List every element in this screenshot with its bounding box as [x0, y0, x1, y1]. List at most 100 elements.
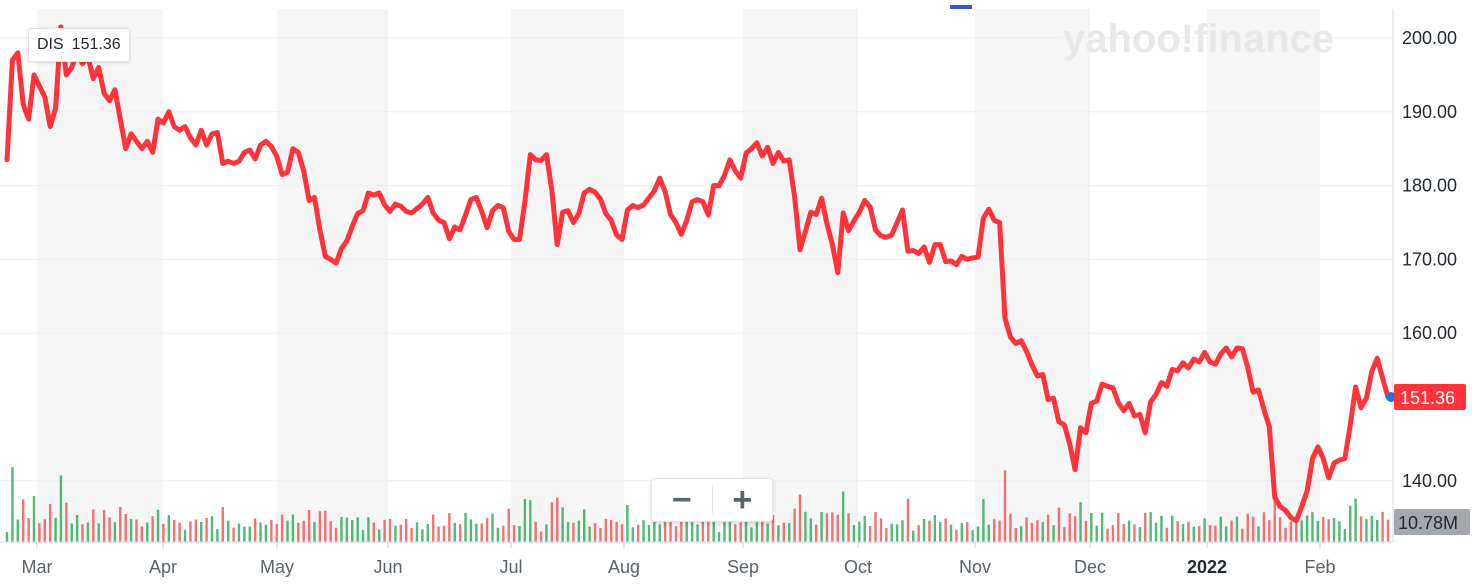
volume-bar	[453, 522, 456, 542]
x-tick-label: Nov	[959, 557, 991, 577]
zoom-out-button[interactable]: −	[671, 481, 692, 519]
volume-bar	[1187, 521, 1190, 542]
volume-bar	[1192, 526, 1196, 542]
volume-bar	[135, 519, 138, 542]
volume-bar	[1338, 521, 1341, 542]
volume-bar	[189, 521, 192, 542]
volume-bar	[599, 527, 602, 542]
volume-bar	[685, 514, 688, 542]
volume-bar	[1381, 511, 1384, 542]
volume-bar	[620, 524, 624, 542]
volume-bar	[879, 518, 883, 542]
volume-bar	[65, 502, 68, 542]
volume-bar	[1030, 522, 1034, 542]
volume-bar	[750, 527, 753, 542]
volume-bar	[485, 518, 489, 542]
volume-bar	[345, 517, 349, 542]
volume-bar	[81, 524, 84, 542]
volume-bar	[210, 516, 214, 542]
volume-bar	[437, 526, 440, 542]
volume-bar	[895, 524, 899, 542]
volume-bar	[1332, 518, 1336, 542]
volume-bar	[1144, 512, 1147, 542]
volume-bar	[1295, 520, 1298, 542]
volume-bar	[545, 524, 548, 542]
volume-bar	[734, 524, 737, 542]
volume-bar	[831, 512, 834, 542]
volume-bar	[1257, 526, 1260, 542]
volume-bar	[194, 519, 198, 542]
volume-bar	[16, 519, 19, 542]
volume-bar	[1100, 512, 1104, 542]
volume-bar	[113, 522, 117, 542]
volume-badge: 10.78M	[1394, 509, 1470, 535]
volume-bar	[92, 509, 95, 542]
volume-bar	[609, 519, 613, 542]
volume-bar	[825, 513, 829, 542]
volume-bar	[1025, 517, 1028, 542]
volume-bar	[243, 526, 246, 542]
volume-bar	[1122, 524, 1125, 542]
zoom-in-button[interactable]: +	[732, 481, 753, 519]
volume-bar	[32, 496, 36, 542]
volume-bar	[399, 524, 403, 542]
volume-bar	[1214, 525, 1217, 542]
volume-bar	[809, 518, 812, 542]
volume-bar	[701, 520, 705, 542]
volume-bar	[798, 494, 802, 542]
volume-bar	[108, 517, 111, 542]
volume-bar	[550, 502, 554, 542]
volume-bar	[955, 529, 958, 542]
volume-bar	[707, 520, 710, 542]
volume-bar	[1316, 520, 1320, 542]
volume-bar	[469, 519, 473, 542]
volume-bar	[933, 515, 937, 542]
volume-bar	[1181, 524, 1185, 542]
volume-bar	[976, 526, 980, 542]
volume-bar	[1343, 529, 1347, 542]
last-volume-label: 10.78M	[1398, 513, 1458, 533]
volume-bar	[124, 514, 127, 542]
volume-bar	[205, 518, 208, 542]
gridlines	[0, 37, 1393, 482]
volume-bar	[313, 522, 316, 542]
volume-bar	[529, 500, 532, 542]
volume-bar	[129, 519, 133, 542]
volume-bar	[27, 518, 30, 542]
x-tick-label: Sep	[727, 557, 759, 577]
x-tick-label: Dec	[1074, 557, 1106, 577]
volume-bar	[1176, 521, 1179, 542]
volume-bar	[1154, 522, 1158, 542]
volume-bar	[577, 520, 581, 542]
volume-bar	[291, 514, 295, 542]
volume-bar	[642, 520, 645, 542]
volume-bar	[248, 526, 251, 542]
volume-bar	[922, 518, 926, 542]
volume-bar	[868, 525, 872, 542]
volume-bar	[1197, 526, 1201, 542]
volume-bar	[744, 507, 748, 542]
volume-bar	[151, 516, 154, 542]
volume-bar	[146, 522, 149, 542]
price-tooltip: DIS 151.36	[28, 28, 130, 62]
volume-bar	[480, 523, 483, 542]
volume-bar	[696, 524, 699, 542]
volume-bar	[593, 523, 597, 542]
volume-bar	[507, 508, 510, 542]
volume-bar	[1322, 516, 1325, 542]
volume-bar	[669, 510, 672, 542]
volume-bar	[944, 518, 947, 542]
volume-bar	[1262, 512, 1266, 542]
y-tick-label: 190.00	[1402, 102, 1457, 122]
volume-bar	[561, 507, 564, 542]
volume-bar	[162, 523, 165, 542]
volume-bar	[647, 524, 651, 542]
tooltip-symbol: DIS	[37, 36, 64, 53]
volume-bar	[1246, 513, 1249, 542]
volume-bar	[858, 521, 861, 542]
volume-bar	[237, 523, 241, 542]
volume-bar	[1359, 516, 1363, 542]
volume-bar	[723, 521, 726, 542]
volume-bar	[1009, 513, 1012, 542]
volume-bar	[334, 527, 338, 542]
